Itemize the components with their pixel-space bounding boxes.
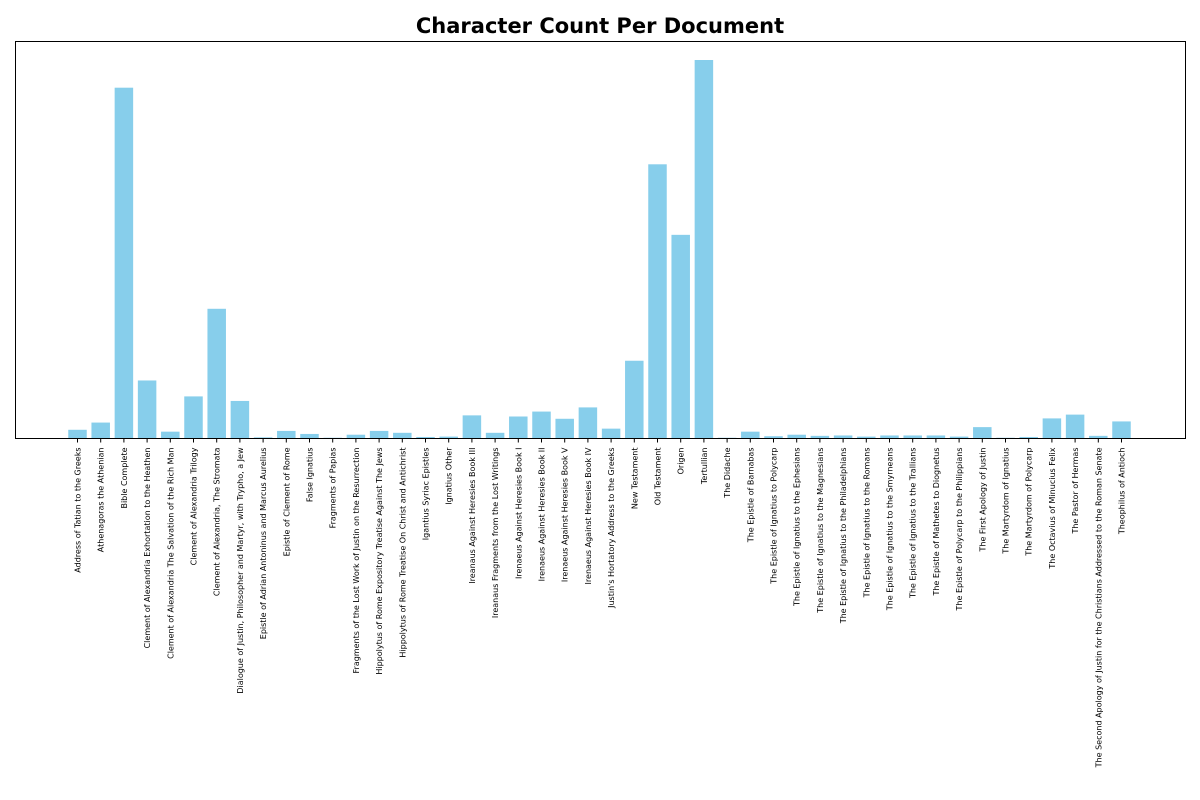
bar <box>555 418 574 439</box>
bar <box>810 435 830 439</box>
bar <box>439 436 458 439</box>
bar <box>833 435 853 439</box>
bar <box>880 435 899 439</box>
bar <box>207 308 226 439</box>
x-tick-label: Hippolytus of Rome Treatise On Christ an… <box>398 448 407 658</box>
bar <box>114 87 134 439</box>
x-tick-label: The Epistle of Polycarp to the Philippia… <box>955 448 964 612</box>
bar <box>578 407 598 439</box>
x-tick-label: Irenaeus Against Heresies Book I <box>514 448 523 579</box>
bar <box>625 360 644 439</box>
plot-frame <box>15 41 1186 439</box>
bar <box>230 400 250 439</box>
bar <box>1112 421 1131 439</box>
x-tick-label: Clement of Alexandria, The Stromata <box>213 447 222 596</box>
bar <box>1042 418 1062 439</box>
bar <box>161 431 180 439</box>
x-tick-label: The Epistle of Mathetes to Diognetus <box>932 448 941 597</box>
bar <box>532 411 551 439</box>
bar <box>926 435 946 439</box>
bar <box>694 60 714 439</box>
bar <box>68 429 87 439</box>
bar <box>1089 435 1108 439</box>
x-tick-label: Hippolytus of Rome Expository Treatise A… <box>375 448 384 675</box>
bar <box>416 436 435 439</box>
x-tick-label: The Didache <box>723 447 732 498</box>
x-tick-label: Dialogue of Justin, Philosopher and Mart… <box>236 447 245 694</box>
x-tick-label: Epistle of Clement of Rome <box>282 447 291 556</box>
bar <box>346 434 366 439</box>
x-tick-label: New Testament <box>630 448 639 510</box>
x-tick-label: Justin's Hortatory Address to the Greeks <box>607 448 616 609</box>
x-tick-label: Ireanaus Against Heresies Book III <box>468 448 477 584</box>
x-tick-label: Ireanaus Fragments from the Lost Writing… <box>491 448 500 619</box>
x-tick-label: The Epistle of Ignatius to the Smyrneans <box>886 448 895 612</box>
x-tick-label: The Epistle of Ignatius to the Ephesians <box>793 448 802 607</box>
x-tick-label: The First Apology of Justin <box>978 448 987 553</box>
x-tick-label: Fragments of Papias <box>329 448 338 529</box>
bar <box>277 430 296 439</box>
x-tick-label: The Epistle of Ignatius to the Magnesian… <box>816 448 825 614</box>
x-tick-label: False Ignatius <box>306 448 315 503</box>
x-tick-label: Athenagoras the Athenian <box>97 448 106 553</box>
x-tick-label: Fragments of the Lost Work of Justin on … <box>352 448 361 674</box>
x-tick-label: Epistle of Adrian Antoninus and Marcus A… <box>259 448 268 640</box>
x-tick-label: Clement of Alexandria Exhortation to the… <box>143 448 152 649</box>
x-tick-label: Old Testament <box>654 448 663 506</box>
bar <box>137 380 157 439</box>
x-tick-label: Origen <box>677 448 686 475</box>
x-tick-label: Bible Complete <box>120 447 129 508</box>
x-tick-label: Clement of Alexandria Trilogy <box>190 447 199 565</box>
bar <box>369 430 389 439</box>
bar <box>648 164 667 439</box>
x-tick-label: The Epistle of Ignatius to the Philadelp… <box>839 448 848 625</box>
x-tick-label: The Epistle of Barnabas <box>746 448 755 544</box>
bar <box>1019 436 1038 439</box>
x-tick-label: Irenaeus Against Heresies Book V <box>561 447 570 582</box>
bar <box>949 436 969 439</box>
bar <box>764 436 783 439</box>
x-tick-label: Theophilus of Antioch <box>1118 448 1127 536</box>
chart-title: Character Count Per Document <box>416 14 784 38</box>
x-tick-label: The Epistle of Ignatius to the Trallians <box>909 448 918 600</box>
x-tick-label: The Epistle of Ignatius to Polycarp <box>770 448 779 585</box>
bar <box>903 435 922 439</box>
bar <box>485 432 505 439</box>
bar <box>462 415 482 439</box>
bar <box>1065 414 1085 439</box>
bar <box>601 428 621 439</box>
x-tick-label: The Martyrdom of Polycarp <box>1025 448 1034 557</box>
x-tick-label: Tertullian <box>700 448 709 486</box>
bar <box>857 436 876 439</box>
bar <box>253 437 273 439</box>
x-tick-label: Address of Tatian to the Greeks <box>74 448 83 573</box>
bar <box>741 431 760 439</box>
x-ticks-group: Address of Tatian to the Greeks Athenagor… <box>74 438 1127 768</box>
x-tick-label: The Second Apology of Justin for the Chr… <box>1094 447 1103 768</box>
x-tick-label: Ignatius Other <box>445 447 454 505</box>
x-tick-label: Clement of Alexandria The Salvation of t… <box>166 448 175 659</box>
bar <box>184 396 203 439</box>
bar <box>393 432 412 439</box>
x-tick-label: The Epistle of Ignatius to the Romans <box>862 448 871 599</box>
x-tick-label: Irenaeus Against Heresies Book IV <box>584 447 593 584</box>
bar <box>671 234 690 439</box>
x-tick-label: The Pastor of Hermas <box>1071 448 1080 535</box>
bar <box>300 433 319 439</box>
bar <box>787 434 806 439</box>
bar <box>973 427 992 439</box>
bar <box>91 422 110 439</box>
x-tick-label: Igantius Syriac Epistles <box>422 448 431 541</box>
bar <box>509 416 528 439</box>
x-tick-label: The Martyrdom of Ignatius <box>1002 448 1011 555</box>
x-tick-label: The Octavius of Minucius Felix <box>1048 447 1057 569</box>
bars-group <box>68 60 1131 439</box>
x-tick-label: Irenaeus Against Heresies Book II <box>538 448 547 582</box>
